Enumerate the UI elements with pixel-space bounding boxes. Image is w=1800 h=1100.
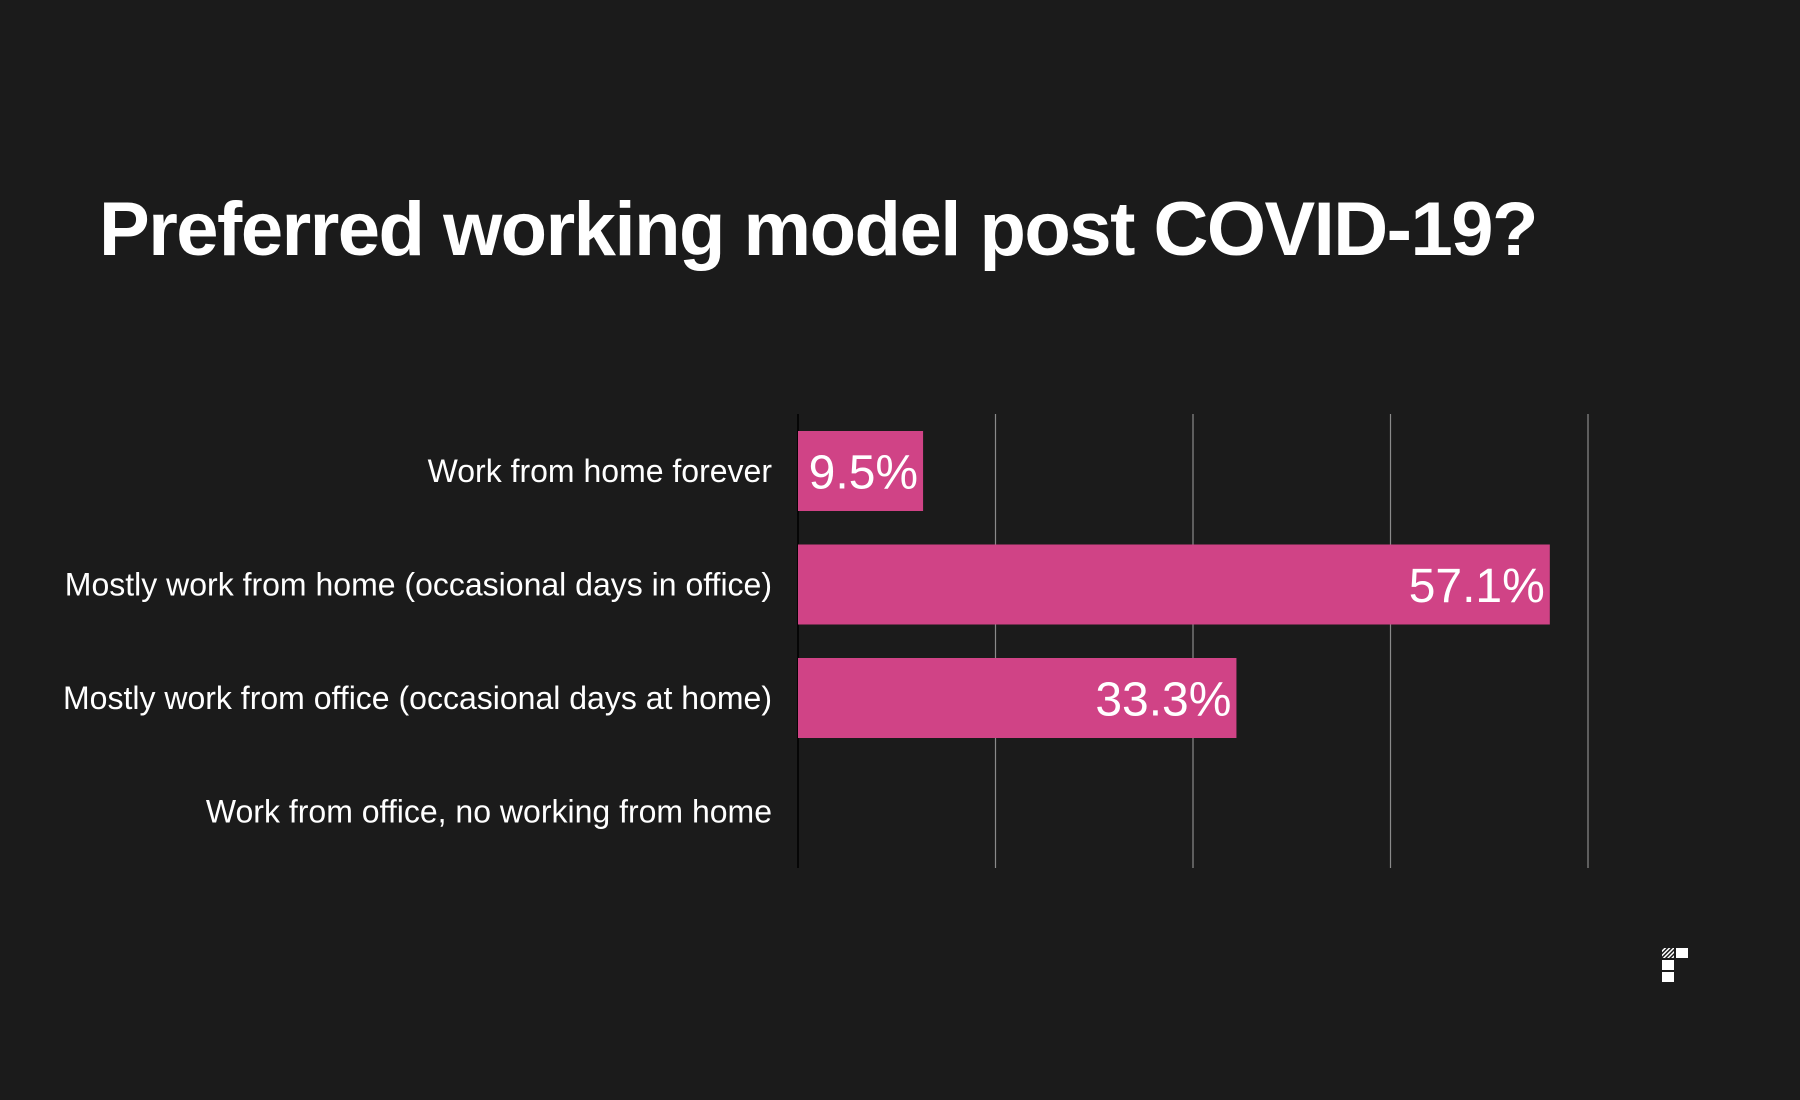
data-label: 33.3%	[1095, 674, 1231, 727]
data-label: 57.1%	[1409, 560, 1545, 613]
gridlines	[797, 414, 1589, 868]
category-label: Work from home forever	[428, 453, 773, 489]
category-label: Mostly work from office (occasional days…	[63, 680, 772, 716]
category-labels: Work from home forever Mostly work from h…	[63, 453, 772, 830]
bar	[798, 544, 1550, 625]
bar	[798, 658, 1237, 738]
category-label: Mostly work from home (occasional days i…	[65, 567, 772, 603]
brand-logo-icon	[1662, 948, 1688, 982]
bar	[798, 431, 924, 511]
chart-title: Preferred working model post COVID-19?	[99, 187, 1538, 272]
category-label: Work from office, no working from home	[206, 794, 772, 830]
data-label: 9.5%	[809, 447, 918, 500]
bars	[798, 431, 1550, 738]
data-labels: 9.5% 57.1% 33.3%	[809, 447, 1545, 727]
